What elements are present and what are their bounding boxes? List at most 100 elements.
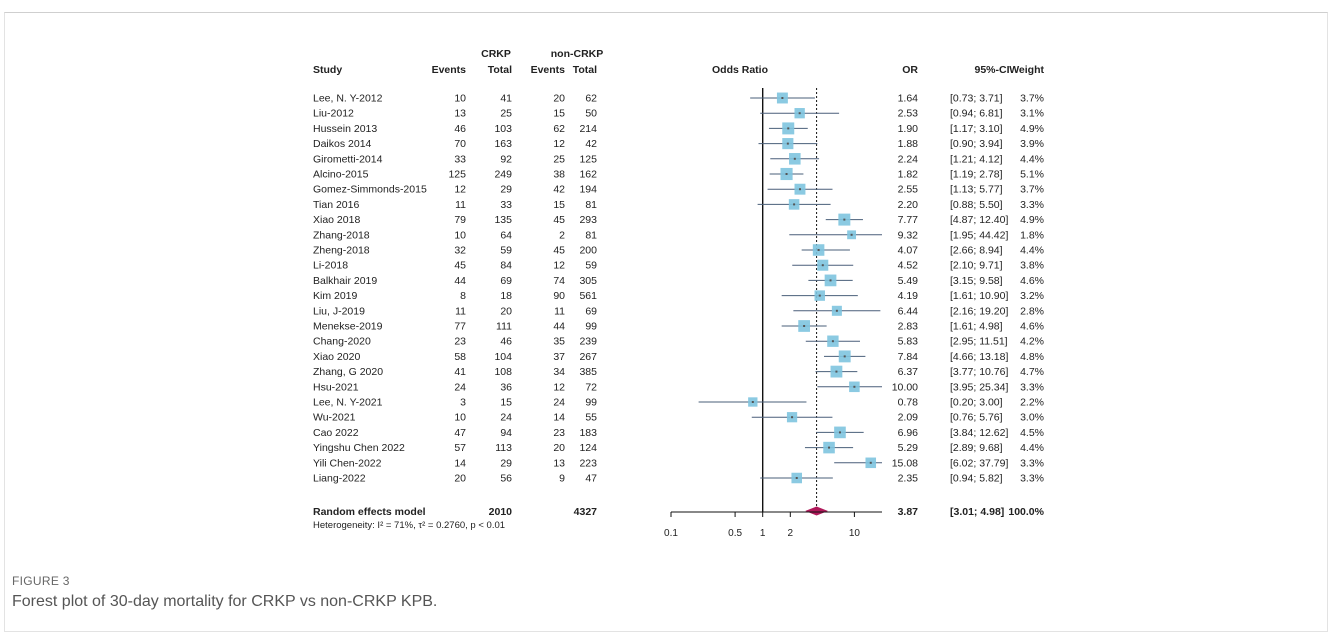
events-crkp: 77: [454, 321, 466, 333]
or-value: 5.83: [898, 336, 919, 348]
events-noncrkp: 38: [553, 169, 565, 181]
events-noncrkp: 90: [553, 290, 565, 302]
study-label: Alcino-2015: [313, 169, 369, 181]
total-crkp: 104: [494, 351, 512, 363]
weight-value: 3.7%: [1020, 184, 1044, 196]
ci-value: [3.95; 25.34]: [950, 381, 1008, 393]
total-crkp: 84: [500, 260, 512, 272]
point-estimate: [828, 446, 831, 449]
ci-value: [6.02; 37.79]: [950, 457, 1008, 469]
or-value: 2.83: [898, 321, 919, 333]
point-estimate: [869, 461, 872, 464]
events-noncrkp: 14: [553, 412, 565, 424]
point-estimate: [821, 264, 824, 267]
events-crkp: 57: [454, 442, 466, 454]
summary-ci: [3.01; 4.98]: [950, 506, 1004, 518]
or-value: 15.08: [892, 457, 918, 469]
total-crkp: 24: [500, 412, 512, 424]
events-noncrkp: 35: [553, 336, 565, 348]
weight-value: 3.3%: [1020, 381, 1044, 393]
header-or: OR: [902, 64, 918, 76]
header-events-crkp: Events: [432, 64, 467, 76]
total-noncrkp: 183: [579, 427, 597, 439]
study-label: Xiao 2020: [313, 351, 360, 363]
total-noncrkp: 385: [579, 366, 597, 378]
weight-value: 3.3%: [1020, 199, 1044, 211]
total-crkp: 92: [500, 153, 512, 165]
ci-value: [2.16; 19.20]: [950, 305, 1008, 317]
weight-value: 4.6%: [1020, 321, 1044, 333]
study-label: Liang-2022: [313, 473, 366, 485]
total-noncrkp: 62: [585, 93, 597, 105]
events-noncrkp: 9: [559, 473, 565, 485]
total-noncrkp: 561: [579, 290, 597, 302]
total-crkp: 29: [500, 184, 512, 196]
study-label: Gomez-Simmonds-2015: [313, 184, 427, 196]
point-estimate: [853, 385, 856, 388]
events-crkp: 10: [454, 93, 466, 105]
or-value: 2.35: [898, 473, 919, 485]
or-value: 1.82: [898, 169, 919, 181]
events-noncrkp: 25: [553, 153, 565, 165]
ci-value: [1.95; 44.42]: [950, 229, 1008, 241]
or-value: 4.52: [898, 260, 919, 272]
events-noncrkp: 24: [553, 397, 565, 409]
study-label: Balkhair 2019: [313, 275, 377, 287]
or-value: 2.53: [898, 108, 919, 120]
events-noncrkp: 74: [553, 275, 565, 287]
ci-value: [0.73; 3.71]: [950, 93, 1003, 105]
summary-or: 3.87: [898, 506, 919, 518]
total-crkp: 29: [500, 457, 512, 469]
ci-value: [2.66; 8.94]: [950, 245, 1003, 257]
events-noncrkp: 2: [559, 229, 565, 241]
events-crkp: 79: [454, 214, 466, 226]
summary-total-noncrkp: 4327: [574, 506, 598, 518]
events-noncrkp: 12: [553, 381, 565, 393]
study-label: Hussein 2013: [313, 123, 377, 135]
header-total-crkp: Total: [488, 64, 512, 76]
weight-value: 4.4%: [1020, 442, 1044, 454]
weight-value: 5.1%: [1020, 169, 1044, 181]
header-study: Study: [313, 64, 342, 76]
or-value: 4.07: [898, 245, 919, 257]
study-label: Li-2018: [313, 260, 348, 272]
events-crkp: 14: [454, 457, 466, 469]
study-label: Liu-2012: [313, 108, 354, 120]
point-estimate: [843, 355, 846, 358]
weight-value: 3.3%: [1020, 457, 1044, 469]
events-crkp: 70: [454, 138, 466, 150]
weight-value: 4.5%: [1020, 427, 1044, 439]
events-noncrkp: 45: [553, 245, 565, 257]
total-noncrkp: 267: [579, 351, 597, 363]
total-noncrkp: 81: [585, 199, 597, 211]
total-crkp: 94: [500, 427, 512, 439]
total-noncrkp: 72: [585, 381, 597, 393]
ci-value: [0.90; 3.94]: [950, 138, 1003, 150]
study-label: Zhang-2018: [313, 229, 370, 241]
events-crkp: 13: [454, 108, 466, 120]
or-value: 7.84: [898, 351, 919, 363]
forest-plot: Study CRKP non-CRKP Events Total Events Total O…: [313, 48, 1045, 539]
or-value: 2.09: [898, 412, 919, 424]
total-crkp: 249: [494, 169, 512, 181]
study-label: Tian 2016: [313, 199, 359, 211]
summary-total-crkp: 2010: [489, 506, 513, 518]
total-noncrkp: 293: [579, 214, 597, 226]
study-label: Yingshu Chen 2022: [313, 442, 405, 454]
study-label: Chang-2020: [313, 336, 371, 348]
weight-value: 3.2%: [1020, 290, 1044, 302]
point-estimate: [793, 203, 796, 206]
ci-value: [1.17; 3.10]: [950, 123, 1003, 135]
study-label: Zhang, G 2020: [313, 366, 383, 378]
point-estimate: [843, 218, 846, 221]
events-crkp: 8: [460, 290, 466, 302]
total-crkp: 64: [500, 229, 512, 241]
point-estimate: [829, 279, 832, 282]
total-crkp: 18: [500, 290, 512, 302]
total-crkp: 103: [494, 123, 512, 135]
point-estimate: [781, 97, 784, 99]
study-label: Menekse-2019: [313, 321, 383, 333]
total-crkp: 15: [500, 397, 512, 409]
x-tick-label: 10: [849, 528, 861, 539]
events-crkp: 20: [454, 473, 466, 485]
